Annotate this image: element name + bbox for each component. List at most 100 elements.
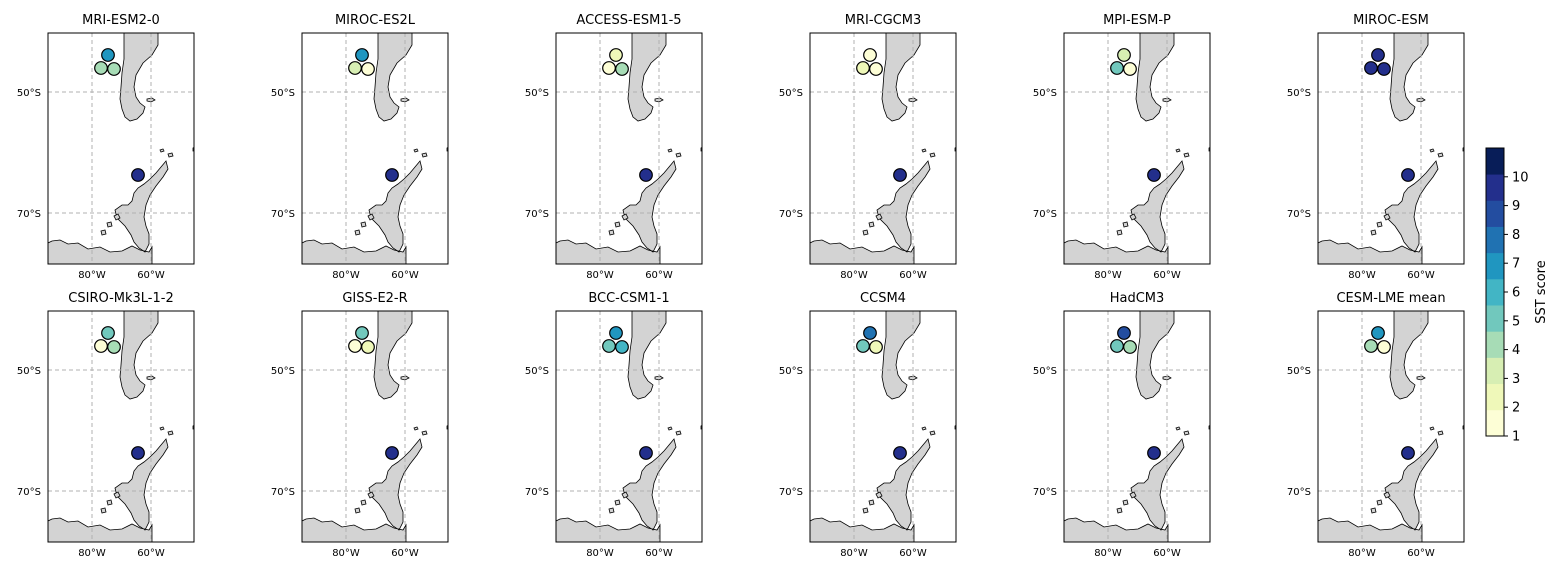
panel-frame xyxy=(301,310,449,543)
site-marker-right xyxy=(869,340,883,354)
colorbar-tick-label: 7 xyxy=(1512,257,1520,272)
lon-label-80w: 80°W xyxy=(1094,548,1122,559)
lon-label-60w: 60°W xyxy=(899,548,927,559)
lon-label-60w: 60°W xyxy=(391,270,419,281)
map-panel: CSIRO-Mk3L-1-2 50°S 70°S 80°W 60°W xyxy=(17,291,195,559)
lat-label-50s: 50°S xyxy=(271,88,295,99)
lon-label-60w: 60°W xyxy=(1153,548,1181,559)
site-marker-top xyxy=(863,48,877,62)
colorbar-tick-label: 9 xyxy=(1512,199,1520,214)
panel-title: CSIRO-Mk3L-1-2 xyxy=(68,291,173,306)
lon-label-80w: 80°W xyxy=(1348,270,1376,281)
lat-label-70s: 70°S xyxy=(779,209,803,220)
panel-title: MPI-ESM-P xyxy=(1103,13,1171,28)
colorbar-tick-label: 4 xyxy=(1512,343,1520,358)
map-panel: MIROC-ESM 50°S 70°S 80°W 60°W xyxy=(1287,13,1465,281)
site-marker-south xyxy=(1147,446,1161,460)
site-marker-south xyxy=(893,168,907,182)
colorbar-swatch xyxy=(1486,331,1504,358)
site-marker-south xyxy=(1401,168,1415,182)
lat-label-50s: 50°S xyxy=(271,366,295,377)
panel-title: ACCESS-ESM1-5 xyxy=(576,13,681,28)
site-marker-south xyxy=(131,168,145,182)
site-marker-right xyxy=(869,62,883,76)
lat-label-50s: 50°S xyxy=(1033,366,1057,377)
site-marker-left xyxy=(1110,339,1124,353)
colorbar-swatch xyxy=(1486,148,1504,175)
lat-label-70s: 70°S xyxy=(525,209,549,220)
site-marker-left xyxy=(348,339,362,353)
map-panel: MIROC-ES2L 50°S 70°S 80°W 60°W xyxy=(271,13,449,281)
lon-label-60w: 60°W xyxy=(645,270,673,281)
lat-label-70s: 70°S xyxy=(1033,487,1057,498)
site-marker-right xyxy=(615,62,629,76)
lat-label-70s: 70°S xyxy=(17,487,41,498)
lon-label-60w: 60°W xyxy=(899,270,927,281)
map-panel: BCC-CSM1-1 50°S 70°S 80°W 60°W xyxy=(525,291,703,559)
lon-label-80w: 80°W xyxy=(332,270,360,281)
lon-label-80w: 80°W xyxy=(1094,270,1122,281)
map-panels: MRI-ESM2-0 50°S 70°S 80°W 60°W MIROC-ES2L 50°S… xyxy=(17,13,1465,559)
lon-label-80w: 80°W xyxy=(1348,548,1376,559)
panel-title: CCSM4 xyxy=(860,291,906,306)
map-panel: ACCESS-ESM1-5 50°S 70°S 80°W 60°W xyxy=(525,13,703,281)
lat-label-50s: 50°S xyxy=(779,88,803,99)
lat-label-70s: 70°S xyxy=(1287,487,1311,498)
site-marker-right xyxy=(1123,62,1137,76)
site-marker-top xyxy=(609,48,623,62)
panel-title: HadCM3 xyxy=(1110,291,1165,306)
colorbar-swatch xyxy=(1486,278,1504,306)
lat-label-50s: 50°S xyxy=(1287,88,1311,99)
site-marker-top xyxy=(1371,326,1385,340)
site-marker-left xyxy=(856,339,870,353)
lon-label-60w: 60°W xyxy=(137,548,165,559)
lat-label-70s: 70°S xyxy=(1287,209,1311,220)
site-marker-right xyxy=(615,340,629,354)
lat-label-50s: 50°S xyxy=(525,366,549,377)
site-marker-south xyxy=(1147,168,1161,182)
lon-label-80w: 80°W xyxy=(78,548,106,559)
site-marker-south xyxy=(639,168,653,182)
site-marker-left xyxy=(602,61,616,75)
lat-label-50s: 50°S xyxy=(17,366,41,377)
site-marker-right xyxy=(361,340,375,354)
panel-frame xyxy=(809,32,957,265)
site-marker-top xyxy=(1371,48,1385,62)
site-marker-top xyxy=(101,48,115,62)
site-marker-right xyxy=(107,340,121,354)
lat-label-70s: 70°S xyxy=(1033,209,1057,220)
lat-label-70s: 70°S xyxy=(525,487,549,498)
colorbar: 1 2 3 4 5 6 7 8 9 10 SST score xyxy=(1485,147,1549,445)
colorbar-tick-label: 1 xyxy=(1512,430,1520,445)
site-marker-right xyxy=(107,62,121,76)
map-panel: HadCM3 50°S 70°S 80°W 60°W xyxy=(1033,291,1211,559)
colorbar-tick-label: 10 xyxy=(1512,170,1529,185)
site-marker-top xyxy=(609,326,623,340)
panel-frame xyxy=(301,32,449,265)
site-marker-right xyxy=(361,62,375,76)
panel-frame xyxy=(1317,310,1465,543)
map-panel: MRI-ESM2-0 50°S 70°S 80°W 60°W xyxy=(17,13,195,281)
site-marker-south xyxy=(893,446,907,460)
site-marker-top xyxy=(1117,326,1131,340)
site-marker-south xyxy=(131,446,145,460)
lon-label-80w: 80°W xyxy=(332,548,360,559)
panel-frame xyxy=(1063,32,1211,265)
lon-label-80w: 80°W xyxy=(840,548,868,559)
lat-label-70s: 70°S xyxy=(779,487,803,498)
lat-label-50s: 50°S xyxy=(1287,366,1311,377)
site-marker-left xyxy=(602,339,616,353)
colorbar-tick-label: 2 xyxy=(1512,401,1520,416)
site-marker-left xyxy=(94,339,108,353)
lon-label-60w: 60°W xyxy=(1407,548,1435,559)
colorbar-tick-label: 3 xyxy=(1512,372,1520,387)
map-panel: CCSM4 50°S 70°S 80°W 60°W xyxy=(779,291,957,559)
lon-label-60w: 60°W xyxy=(1407,270,1435,281)
lat-label-70s: 70°S xyxy=(17,209,41,220)
lat-label-50s: 50°S xyxy=(525,88,549,99)
colorbar-swatch xyxy=(1486,383,1504,411)
panel-title: MIROC-ESM xyxy=(1353,13,1429,28)
panel-title: CESM-LME mean xyxy=(1336,291,1445,306)
site-marker-right xyxy=(1377,340,1391,354)
